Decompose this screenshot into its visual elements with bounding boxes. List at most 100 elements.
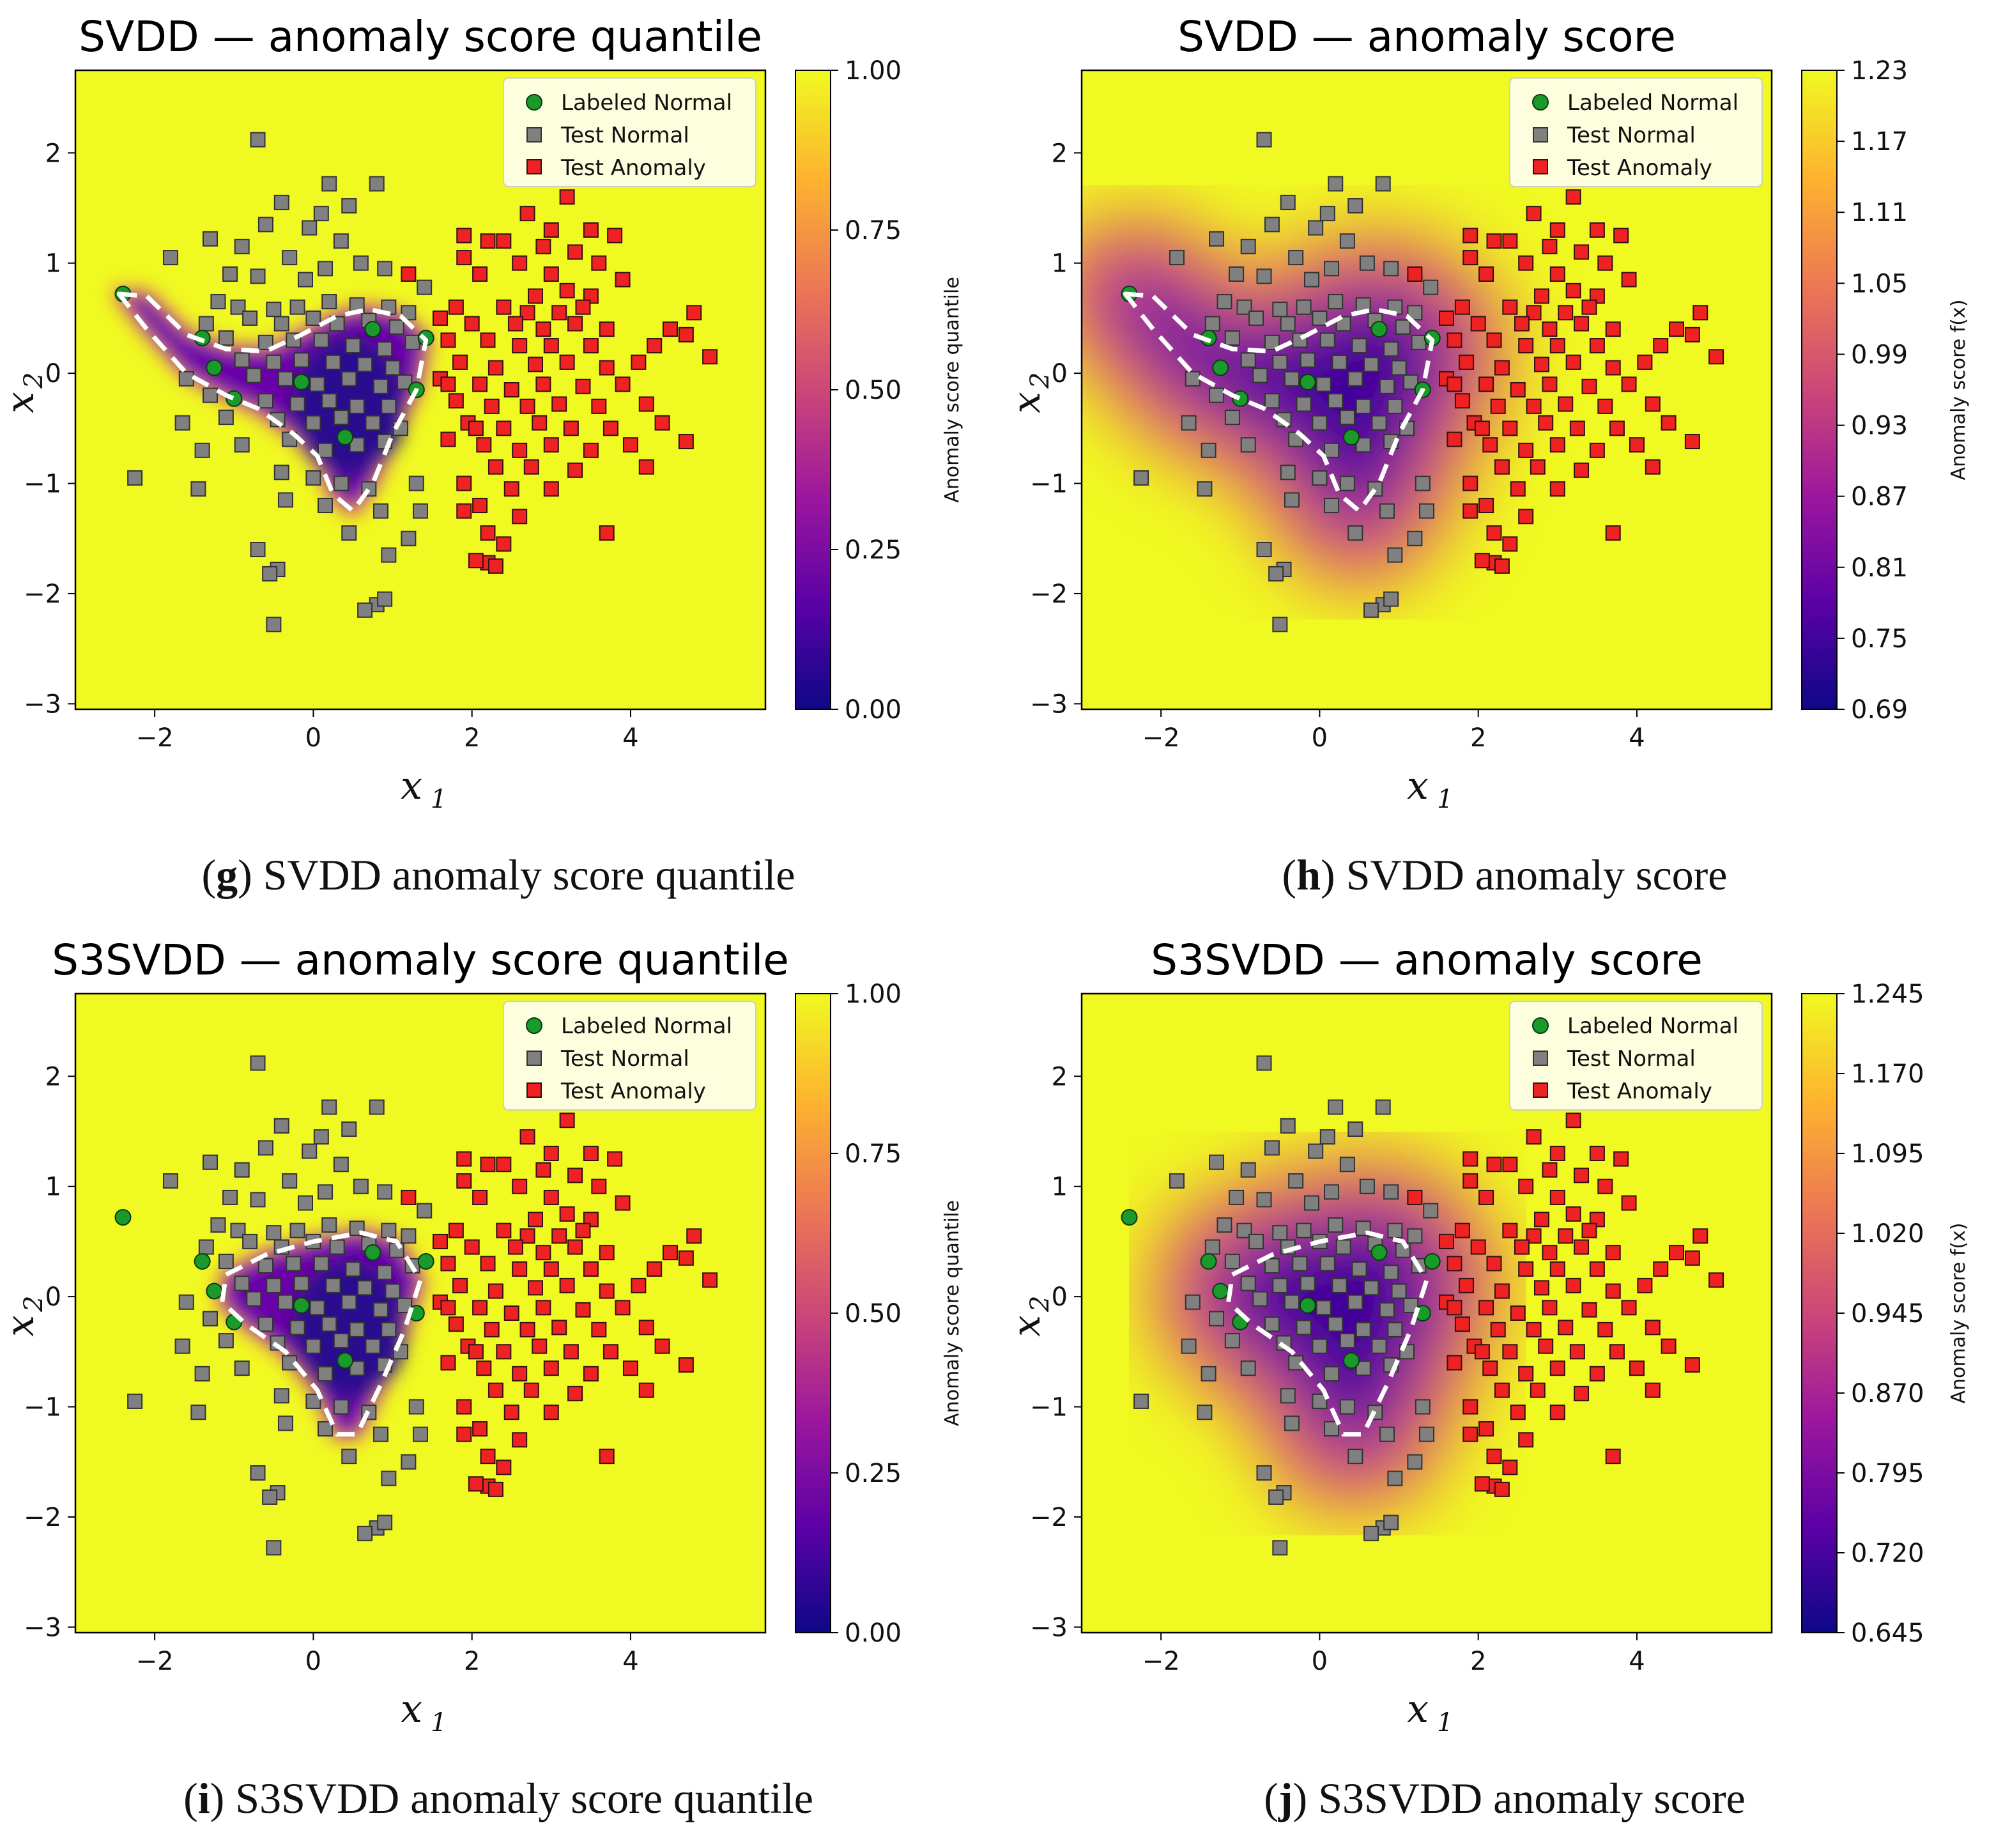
colorbar-tick-label: 0.75 xyxy=(845,216,902,245)
test-normal-point xyxy=(1383,1514,1399,1530)
legend-label: Test Normal xyxy=(560,123,689,148)
y-axis-label-group: x2 xyxy=(0,373,49,413)
x-axis-label: x xyxy=(401,1687,422,1732)
test-normal-point xyxy=(257,1316,273,1332)
test-normal-point xyxy=(1391,360,1407,376)
test-normal-point xyxy=(277,371,293,387)
test-normal-point xyxy=(1169,250,1185,266)
legend-test-anomaly-icon xyxy=(1533,159,1548,174)
test-normal-point xyxy=(302,220,318,236)
x-axis-label-sub: 1 xyxy=(431,1708,447,1737)
test-normal-point xyxy=(353,1178,369,1194)
test-anomaly-point xyxy=(1490,398,1506,414)
test-anomaly-point xyxy=(559,354,575,370)
labeled-normal-point xyxy=(1370,321,1388,338)
test-normal-point xyxy=(1300,1275,1316,1291)
test-anomaly-point xyxy=(1605,1449,1621,1465)
test-anomaly-point xyxy=(1518,1432,1534,1448)
test-anomaly-point xyxy=(1558,396,1574,412)
test-anomaly-point xyxy=(615,376,631,392)
test-anomaly-point xyxy=(567,244,583,260)
test-normal-point xyxy=(1339,1399,1355,1415)
test-anomaly-point xyxy=(535,321,551,337)
test-normal-point xyxy=(1240,238,1256,254)
legend-box xyxy=(1509,77,1763,187)
panel-i: S3SVDD — anomaly score quantile −2 0 2 4 −3 −2… xyxy=(0,923,997,1844)
test-anomaly-point xyxy=(638,396,654,412)
test-normal-point xyxy=(257,393,273,409)
caption-i: (i) S3SVDD anomaly score quantile xyxy=(183,1774,813,1822)
test-anomaly-point xyxy=(519,206,535,222)
test-anomaly-point xyxy=(456,250,472,266)
test-normal-point xyxy=(190,1405,206,1421)
test-normal-point xyxy=(1296,1222,1312,1238)
test-normal-point xyxy=(385,1283,401,1299)
test-anomaly-point xyxy=(1494,558,1510,574)
test-anomaly-point xyxy=(1447,431,1462,447)
test-anomaly-point xyxy=(1605,360,1621,376)
test-anomaly-point xyxy=(1478,376,1494,392)
test-normal-point xyxy=(230,1222,246,1238)
test-normal-point xyxy=(1379,1426,1395,1442)
test-anomaly-point xyxy=(1597,255,1613,271)
test-anomaly-point xyxy=(1549,1189,1565,1205)
test-anomaly-point xyxy=(1574,1167,1590,1183)
test-anomaly-point xyxy=(468,420,484,436)
test-anomaly-point xyxy=(1549,1146,1565,1161)
x-tick-label: 4 xyxy=(622,723,638,753)
test-normal-point xyxy=(1224,330,1240,346)
test-anomaly-point xyxy=(1609,1344,1625,1360)
legend-label: Test Anomaly xyxy=(560,155,706,181)
test-anomaly-point xyxy=(456,227,472,243)
test-anomaly-point xyxy=(1518,338,1534,354)
test-anomaly-point xyxy=(1574,1239,1590,1255)
test-normal-point xyxy=(293,1275,309,1291)
test-anomaly-point xyxy=(647,1261,663,1277)
test-anomaly-point xyxy=(1470,1239,1486,1255)
test-normal-point xyxy=(1319,332,1335,348)
test-normal-point xyxy=(1387,1321,1403,1337)
test-anomaly-point xyxy=(1407,266,1423,282)
test-anomaly-point xyxy=(1502,1344,1518,1360)
test-anomaly-point xyxy=(1478,498,1494,514)
colorbar xyxy=(795,993,831,1633)
test-normal-point xyxy=(1319,1129,1335,1145)
test-normal-point xyxy=(1240,437,1256,453)
test-normal-point xyxy=(289,1222,305,1238)
test-anomaly-point xyxy=(496,1344,512,1360)
test-anomaly-point xyxy=(631,1277,647,1293)
test-anomaly-point xyxy=(487,558,503,574)
test-normal-point xyxy=(1256,132,1272,148)
x-tick-label: −2 xyxy=(136,1647,174,1676)
test-anomaly-point xyxy=(1605,525,1621,541)
panel-h: SVDD — anomaly score −2 0 2 4 −3 −2 −1 0 1 2 x 1 x 2 La… xyxy=(1004,0,2003,920)
test-anomaly-point xyxy=(1565,354,1581,370)
test-normal-point xyxy=(273,1118,289,1134)
test-normal-point xyxy=(1296,1320,1312,1336)
test-anomaly-point xyxy=(476,1360,492,1376)
test-anomaly-point xyxy=(503,481,519,497)
test-anomaly-point xyxy=(503,382,519,397)
test-normal-point xyxy=(289,1320,305,1336)
labeled-normal-point xyxy=(206,359,223,376)
test-anomaly-point xyxy=(1534,1212,1549,1228)
test-anomaly-point xyxy=(1494,1283,1510,1299)
colorbar-tick-label: 0.75 xyxy=(1851,624,1908,654)
test-normal-point xyxy=(385,360,401,376)
legend-test-anomaly-icon xyxy=(526,1082,542,1098)
test-normal-point xyxy=(1379,503,1395,519)
test-anomaly-point xyxy=(543,222,559,238)
test-anomaly-point xyxy=(487,459,503,475)
test-anomaly-point xyxy=(1589,1261,1605,1277)
y-tick-label: −3 xyxy=(1030,1613,1068,1642)
test-normal-point xyxy=(242,310,258,326)
test-anomaly-point xyxy=(528,288,543,304)
test-anomaly-point xyxy=(1645,459,1661,475)
test-anomaly-point xyxy=(559,1277,575,1293)
test-anomaly-point xyxy=(1581,1302,1597,1318)
test-normal-point xyxy=(1415,1399,1431,1415)
test-normal-point xyxy=(174,1338,190,1354)
test-anomaly-point xyxy=(1558,1228,1574,1244)
test-anomaly-point xyxy=(512,1432,528,1448)
